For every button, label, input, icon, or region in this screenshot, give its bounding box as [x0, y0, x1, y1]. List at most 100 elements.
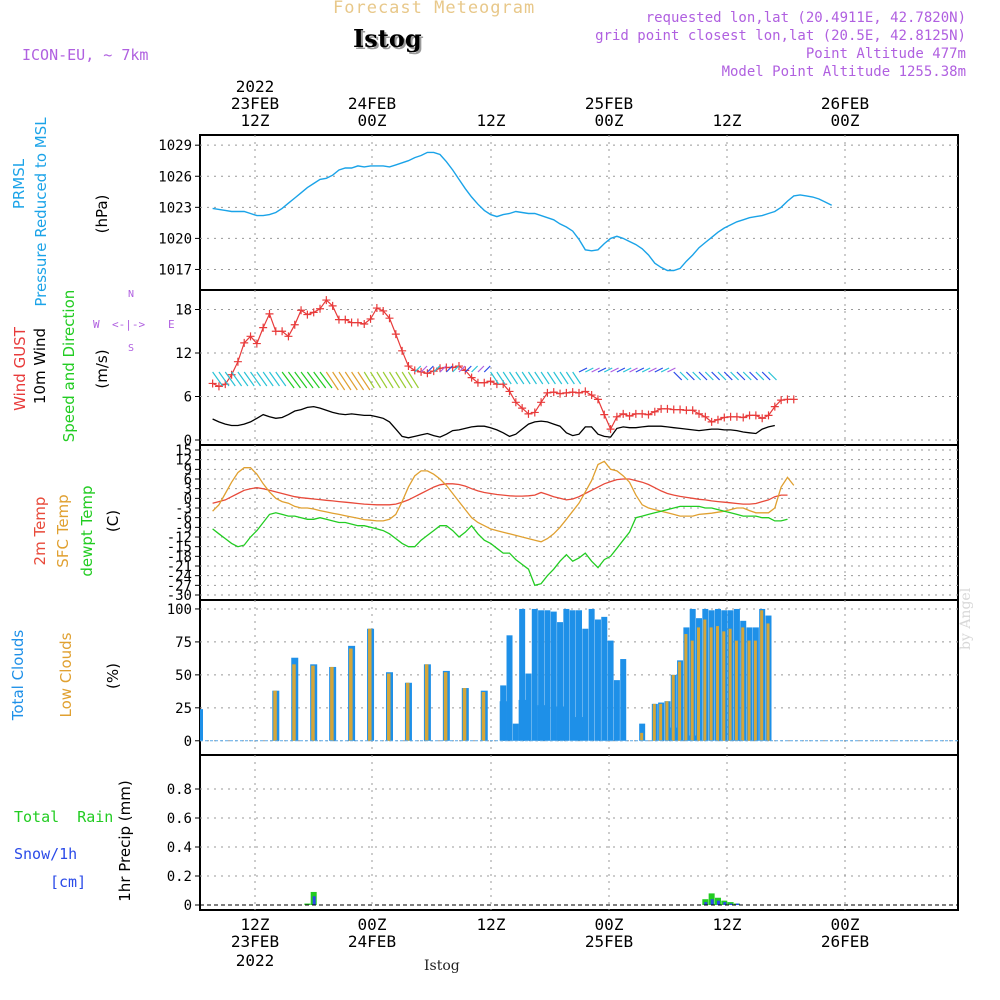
low-cloud-bar: [747, 640, 751, 741]
bottom-hour-1: 00Z: [358, 915, 387, 934]
gust-marker: [644, 410, 653, 419]
wind-arrow: [281, 371, 295, 389]
gust-marker: [713, 415, 722, 424]
wind-arrow: [357, 371, 371, 391]
wind-direction-label: Speed and Direction: [60, 289, 78, 443]
gust-marker: [518, 404, 527, 413]
gust-marker: [587, 391, 596, 400]
wind-arrow: [502, 371, 512, 385]
wind-arrow: [250, 371, 262, 387]
low-cloud-bar: [678, 661, 682, 741]
gust-marker: [385, 314, 394, 323]
low-cloud-bar: [659, 703, 663, 741]
wind-arrow: [749, 371, 758, 381]
wind-arrow: [237, 371, 249, 387]
total-cloud-bar: [538, 610, 545, 741]
wind-arrow: [433, 365, 441, 373]
top-hour-0: 12Z: [241, 111, 270, 130]
wind-arrow: [711, 371, 721, 381]
top-date-5: 26FEB: [821, 94, 869, 113]
watermark: by Angel: [958, 587, 974, 650]
wind-arrow: [622, 367, 632, 373]
requested-coords: requested lon,lat (20.4911E, 42.7820N): [645, 10, 966, 26]
gust-marker: [309, 308, 318, 317]
low-cloud-bar: [766, 623, 770, 741]
faded-title: Forecast Meteogram: [333, 0, 536, 18]
gust-marker: [379, 306, 388, 315]
gust-label: Wind GUST: [11, 327, 29, 411]
gust-marker: [252, 339, 261, 348]
ytick-label-p3: -15: [167, 540, 192, 556]
gust-marker: [789, 395, 798, 404]
wind-arrow: [673, 371, 683, 381]
wind-arrow: [667, 367, 676, 373]
gust-marker: [764, 411, 773, 420]
ytick-label-p1: 1023: [158, 200, 192, 216]
dewpt-line: [212, 505, 788, 587]
wind-arrow: [635, 367, 645, 373]
wind-arrow: [313, 371, 327, 389]
total-cloud-bar: [582, 628, 589, 741]
wind-arrow: [742, 371, 752, 381]
t2m-line: [212, 478, 788, 506]
wind-arrow: [338, 371, 352, 391]
temp-units: (C): [104, 509, 122, 533]
wind-arrow: [704, 371, 714, 381]
total-cloud-bar: [613, 680, 620, 741]
wind-arrow: [483, 365, 491, 373]
gust-marker: [600, 410, 609, 419]
wind-arrow: [445, 365, 453, 373]
total-cloud-bar: [525, 673, 532, 741]
wind-arrow: [515, 371, 525, 385]
t2m-label: 2m Temp: [31, 496, 49, 566]
low-cloud-bar: [330, 666, 334, 741]
total-cloud-bar: [531, 608, 538, 741]
ytick-label-p3: -12: [167, 530, 192, 546]
model-altitude: Model Point Altitude 1255.38m: [721, 64, 966, 80]
ytick-label-p1: 1029: [158, 138, 192, 154]
bottom-date-3: 25FEB: [585, 932, 633, 951]
gust-marker: [423, 369, 432, 378]
low-cloud-bar: [349, 648, 353, 741]
low-cloud-bar: [671, 674, 675, 741]
gust-marker: [290, 320, 299, 329]
bottom-date-5: 26FEB: [821, 932, 869, 951]
ytick-label-p3: -6: [175, 511, 192, 527]
compass-s: S: [128, 343, 135, 354]
gust-marker: [505, 387, 514, 396]
wind-arrow: [426, 365, 434, 373]
low-cloud-bar: [741, 627, 745, 741]
low-cloud-bar: [690, 640, 694, 741]
wind-arrow: [344, 371, 358, 391]
gust-marker: [695, 409, 704, 418]
total-cloud-bar: [620, 659, 627, 741]
ytick-label-p3: -9: [175, 520, 192, 536]
total-cloud-bar: [544, 610, 551, 741]
wind-arrow: [761, 371, 771, 381]
low-cloud-bar: [722, 631, 726, 741]
cloud-units: (%): [104, 663, 122, 689]
wind-arrow: [351, 371, 365, 391]
total-cloud-bar: [563, 608, 570, 741]
wind-arrow: [382, 371, 394, 389]
ytick-label-p3: 12: [175, 453, 192, 469]
wind-arrow: [585, 367, 594, 373]
total-cloud-bar: [607, 640, 614, 741]
low-cloud-bar: [481, 692, 486, 741]
snow-label: Snow/1h: [14, 845, 78, 863]
total-cloud-bar: [500, 685, 507, 741]
low-cloud-bar: [640, 732, 644, 741]
ytick-label-p3: 0: [184, 491, 192, 507]
low-cloud-bar: [443, 672, 448, 741]
low-cloud-bar: [684, 634, 688, 741]
rain-label: Total Rain: [14, 808, 114, 826]
prmsl-label: PRMSL: [10, 158, 28, 210]
low-cloud-bar: [665, 701, 669, 741]
gust-marker: [524, 409, 533, 418]
wind-arrow: [287, 371, 301, 389]
ytick-label-p3: -18: [167, 549, 192, 565]
low-cloud-bar: [709, 627, 713, 741]
snow-bar: [312, 896, 316, 905]
wind-arrow: [755, 371, 765, 381]
wind-arrow: [464, 365, 472, 373]
